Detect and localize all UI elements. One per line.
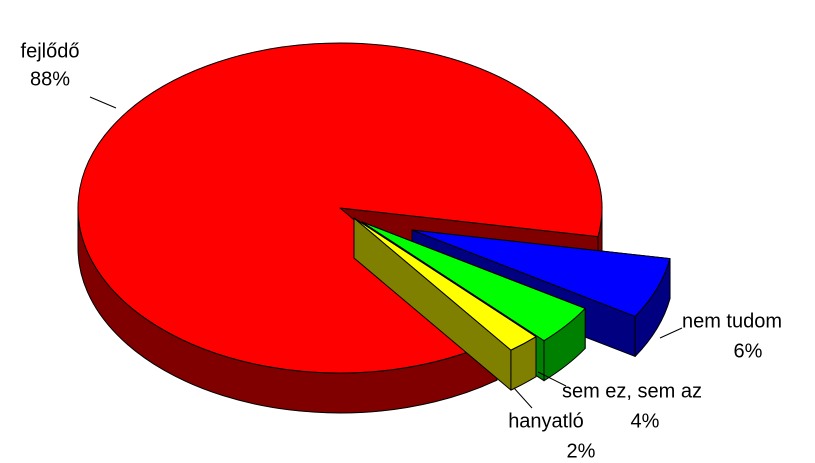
category-label: hanyatló: [508, 410, 584, 432]
category-label: fejlődő: [21, 40, 80, 62]
category-label: sem ez, sem az: [562, 380, 702, 402]
leader-line: [659, 327, 683, 339]
value-label: 6%: [734, 340, 763, 362]
slice: [411, 229, 671, 317]
value-label: 88%: [30, 68, 70, 90]
value-label: 4%: [631, 410, 660, 432]
slice: [77, 42, 603, 374]
category-label: nem tudom: [682, 310, 782, 332]
labels: fejlődő 88% nem tudom 6% sem ez, sem az 4% han…: [21, 40, 783, 462]
slice-sides: [77, 42, 671, 414]
leader-line: [537, 371, 567, 387]
slice: [361, 221, 586, 342]
leader-line: [89, 96, 117, 109]
leader-line: [513, 387, 533, 409]
value-label: 2%: [567, 440, 596, 462]
slice: [353, 217, 537, 351]
